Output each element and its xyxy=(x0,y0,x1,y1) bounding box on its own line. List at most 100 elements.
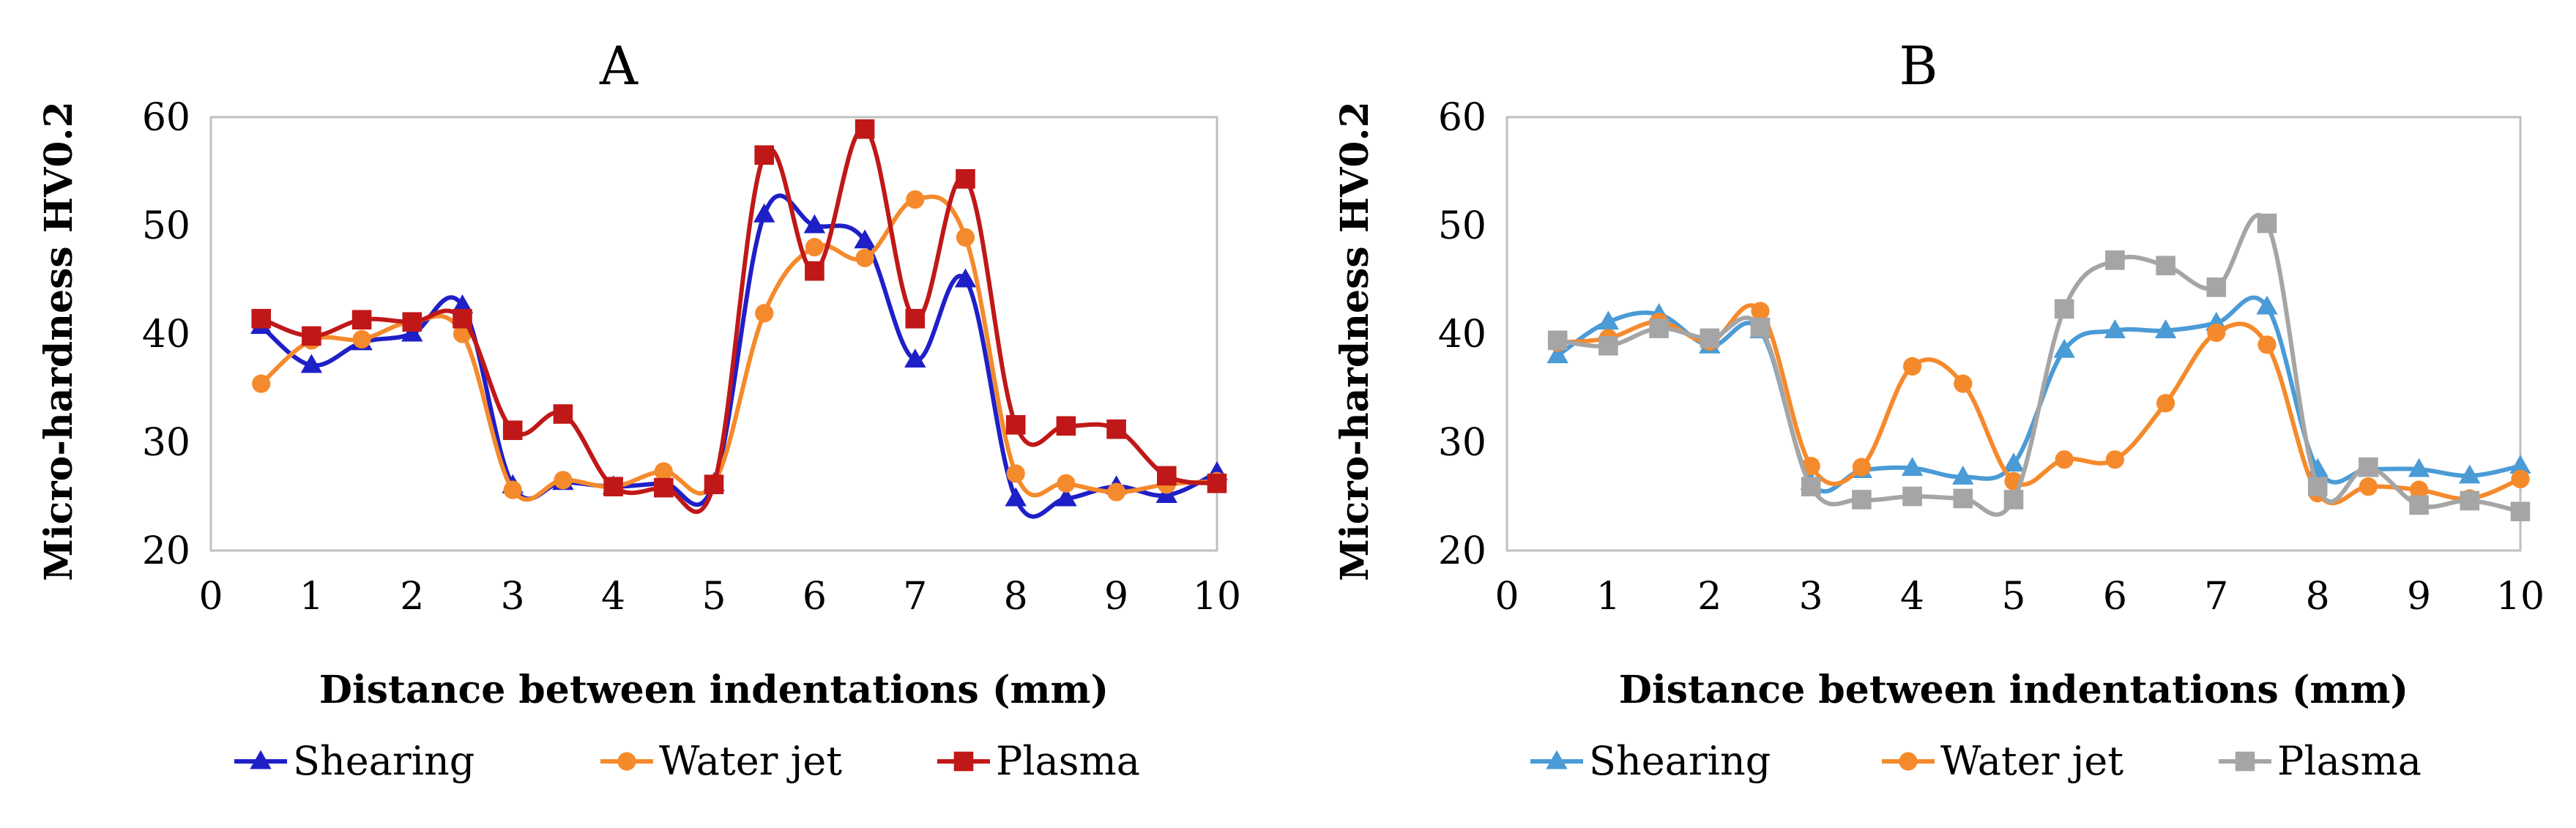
chart-b: B 20 30 40 50 60 0 1 2 3 4 5 6 7 8 9 10 Micro-hardness HV… xyxy=(1333,35,2545,784)
data-point xyxy=(1751,302,1770,321)
data-point xyxy=(2511,469,2530,488)
series-line xyxy=(259,193,1218,519)
legend-item: Plasma xyxy=(937,738,1140,784)
data-point xyxy=(854,229,876,249)
data-point xyxy=(1952,465,1974,485)
legend-marker xyxy=(2235,751,2255,772)
data-point xyxy=(502,420,523,441)
data-point xyxy=(1207,473,1227,493)
data-point xyxy=(2003,452,2025,472)
data-point xyxy=(2154,319,2177,339)
data-point xyxy=(2409,495,2429,515)
data-point xyxy=(805,261,824,281)
legend-label: Water jet xyxy=(659,738,842,784)
legend-item: Plasma xyxy=(2219,738,2421,784)
x-axis-label: Distance between indentations (mm) xyxy=(1619,668,2408,712)
data-point xyxy=(855,248,874,267)
data-point xyxy=(1700,328,1720,348)
data-point xyxy=(956,228,975,247)
series-shearing xyxy=(1546,295,2531,494)
y-tick-label: 20 xyxy=(1438,529,1486,573)
data-point xyxy=(300,354,323,373)
y-tick-label: 40 xyxy=(142,313,190,357)
y-tick-label: 60 xyxy=(142,96,190,140)
data-point xyxy=(2003,490,2024,510)
data-point xyxy=(1750,317,1771,337)
x-tick-label: 3 xyxy=(501,575,525,619)
y-tick-label: 50 xyxy=(1438,204,1486,248)
data-point xyxy=(2105,450,2124,469)
data-point xyxy=(1953,488,1973,509)
y-tick-label: 20 xyxy=(142,529,190,573)
x-tick-label: 4 xyxy=(601,575,625,619)
data-point xyxy=(906,190,925,209)
data-point xyxy=(351,310,372,330)
legend-marker xyxy=(1546,750,1568,769)
data-point xyxy=(2459,464,2481,484)
x-axis-label: Distance between indentations (mm) xyxy=(319,668,1109,712)
x-tick-label: 4 xyxy=(1900,575,1924,619)
data-point xyxy=(855,119,875,139)
legend-label: Water jet xyxy=(1940,738,2123,784)
x-tick-label: 5 xyxy=(2001,575,2025,619)
x-tick-label: 5 xyxy=(701,575,726,619)
data-point xyxy=(905,308,926,329)
x-tick-label: 8 xyxy=(2306,575,2330,619)
legend-marker xyxy=(617,752,636,771)
data-point xyxy=(451,294,474,314)
x-tick-label: 7 xyxy=(903,575,927,619)
legend-label: Shearing xyxy=(293,738,474,784)
x-tick-label: 1 xyxy=(299,575,324,619)
data-point xyxy=(2256,295,2278,315)
data-point xyxy=(956,169,975,189)
data-point xyxy=(755,304,774,323)
x-tick-label: 6 xyxy=(803,575,827,619)
x-tick-label: 2 xyxy=(400,575,424,619)
data-point xyxy=(252,374,271,393)
data-point xyxy=(402,312,422,332)
x-tick-label: 7 xyxy=(2204,575,2228,619)
data-point xyxy=(453,308,472,329)
data-point xyxy=(805,238,824,257)
data-point xyxy=(1598,335,1618,356)
data-point xyxy=(2257,335,2277,354)
legend-label: Shearing xyxy=(1589,738,1771,784)
chart-title: B xyxy=(1899,35,1938,97)
x-tick-label: 3 xyxy=(1799,575,1823,619)
data-point xyxy=(503,480,522,499)
data-point xyxy=(2055,450,2074,469)
legend-marker xyxy=(250,750,272,769)
data-point xyxy=(1801,477,1821,496)
data-point xyxy=(1005,415,1026,435)
chart-a: A 20 30 40 50 60 0 1 2 3 4 5 6 7 8 9 10 Micro-hardness HV… xyxy=(37,35,1241,784)
x-tick-label: 0 xyxy=(198,575,223,619)
legend-item: Water jet xyxy=(600,738,842,784)
y-tick-label: 30 xyxy=(142,421,190,465)
data-point xyxy=(1649,318,1669,338)
series-line xyxy=(1557,213,2521,517)
data-point xyxy=(754,145,774,165)
x-tick-label: 8 xyxy=(1004,575,1028,619)
data-point xyxy=(1546,344,1568,364)
data-point xyxy=(2105,250,2125,270)
data-point xyxy=(553,404,573,424)
legend-label: Plasma xyxy=(2277,738,2421,784)
data-point xyxy=(1902,486,1922,507)
data-point xyxy=(1005,487,1027,507)
plot-area-border xyxy=(1505,116,2522,552)
data-point xyxy=(2408,458,2430,477)
data-point xyxy=(1597,310,1620,330)
data-point xyxy=(401,322,423,342)
data-point xyxy=(904,348,926,368)
data-point xyxy=(603,477,623,496)
x-tick-label: 9 xyxy=(1104,575,1128,619)
y-tick-label: 50 xyxy=(142,204,190,248)
data-point xyxy=(554,471,573,490)
data-point xyxy=(1852,490,1872,510)
data-point xyxy=(2410,480,2429,499)
data-point xyxy=(1106,419,1126,439)
x-tick-label: 1 xyxy=(1596,575,1620,619)
legend: Shearing Water jet Plasma xyxy=(234,738,1140,784)
data-point xyxy=(753,203,775,223)
